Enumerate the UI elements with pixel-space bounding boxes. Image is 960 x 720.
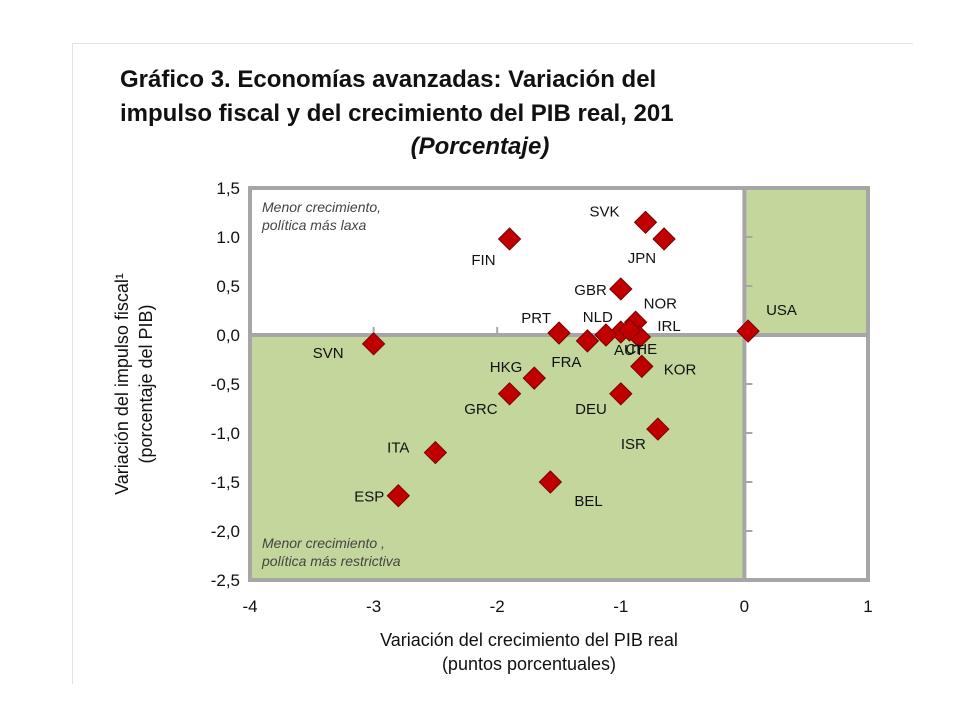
point-jpn <box>652 227 676 251</box>
point-esp <box>386 484 411 508</box>
point-label-gbr: GBR <box>574 282 607 299</box>
point-ita <box>423 440 448 465</box>
y-axis-title: Variación del impulso fiscal¹ <box>112 273 132 495</box>
quadrant-note-lower-left-1: Menor crecimiento , <box>262 535 385 551</box>
x-tick-label: 0 <box>740 597 749 616</box>
chart-title-line2: impulso fiscal y del crecimiento del PIB… <box>120 100 674 127</box>
point-grc <box>497 382 522 406</box>
point-label-kor: KOR <box>664 361 697 378</box>
point-label-esp: ESP <box>354 489 384 506</box>
quadrant-note-lower-left-2: política más restrictiva <box>261 553 401 569</box>
point-aut <box>594 323 618 347</box>
point-label-jpn: JPN <box>628 250 656 267</box>
point-label-ita: ITA <box>387 440 409 457</box>
point-che <box>617 318 642 342</box>
x-tick-label: -4 <box>242 597 257 616</box>
point-prt <box>547 321 571 345</box>
point-label-svk: SVK <box>590 203 620 220</box>
y-tick-label: 0,5 <box>216 277 240 296</box>
point-svn <box>361 332 386 356</box>
point-label-nld: NLD <box>583 309 613 326</box>
point-label-nor: NOR <box>644 295 678 312</box>
point-isr <box>646 417 670 441</box>
y-tick-label: 1,5 <box>216 179 240 198</box>
point-label-svn: SVN <box>313 345 344 362</box>
y-axis-units: (porcentaje del PIB) <box>136 304 156 463</box>
y-tick-label: 0,0 <box>216 326 240 345</box>
x-tick-label: -3 <box>366 597 381 616</box>
plot-frame <box>248 186 870 582</box>
y-tick-label: -2,0 <box>211 522 240 541</box>
point-label-che: CHE <box>625 341 657 358</box>
chart-title-line1: Gráfico 3. Economías avanzadas: Variació… <box>120 66 657 93</box>
point-svk <box>633 210 658 235</box>
point-label-isr: ISR <box>621 436 646 453</box>
point-hkg <box>522 366 546 390</box>
quadrant-note-upper-left-1: Menor crecimiento, <box>262 199 381 215</box>
point-label-bel: BEL <box>574 493 602 510</box>
y-tick-label: -2,5 <box>211 571 240 590</box>
point-bel <box>538 470 563 494</box>
point-label-fin: FIN <box>471 252 495 269</box>
y-tick-label: -1,0 <box>211 424 240 443</box>
y-tick-label: -0,5 <box>211 375 240 394</box>
point-fra <box>575 329 600 353</box>
point-label-deu: DEU <box>575 401 607 418</box>
point-fin <box>497 227 522 251</box>
quadrant-upper-right <box>744 188 868 335</box>
y-tick-label: 1.0 <box>216 228 240 247</box>
x-tick-label: -1 <box>613 597 628 616</box>
point-label-grc: GRC <box>464 401 498 418</box>
x-axis-title: Variación del crecimiento del PIB real <box>380 630 678 650</box>
y-axis-title-group: Variación del impulso fiscal¹ (porcentaje… <box>112 273 156 495</box>
point-usa <box>736 319 760 343</box>
point-label-aut: AUT <box>614 342 644 359</box>
quadrant-note-upper-left-2: política más laxa <box>261 217 366 233</box>
x-tick-label: 1 <box>863 597 872 616</box>
point-deu <box>609 382 633 406</box>
point-label-prt: PRT <box>521 310 551 327</box>
x-tick-label: -2 <box>490 597 505 616</box>
point-label-fra: FRA <box>551 354 581 371</box>
chart-subtitle: (Porcentaje) <box>410 133 550 160</box>
point-label-irl: IRL <box>657 318 680 335</box>
y-tick-label: -1,5 <box>211 473 240 492</box>
point-gbr <box>609 277 633 301</box>
x-axis-units: (puntos porcentuales) <box>442 654 616 674</box>
point-label-usa: USA <box>766 302 797 319</box>
quadrant-lower-left <box>250 335 745 580</box>
point-label-hkg: HKG <box>490 359 523 376</box>
point-kor <box>630 354 654 379</box>
